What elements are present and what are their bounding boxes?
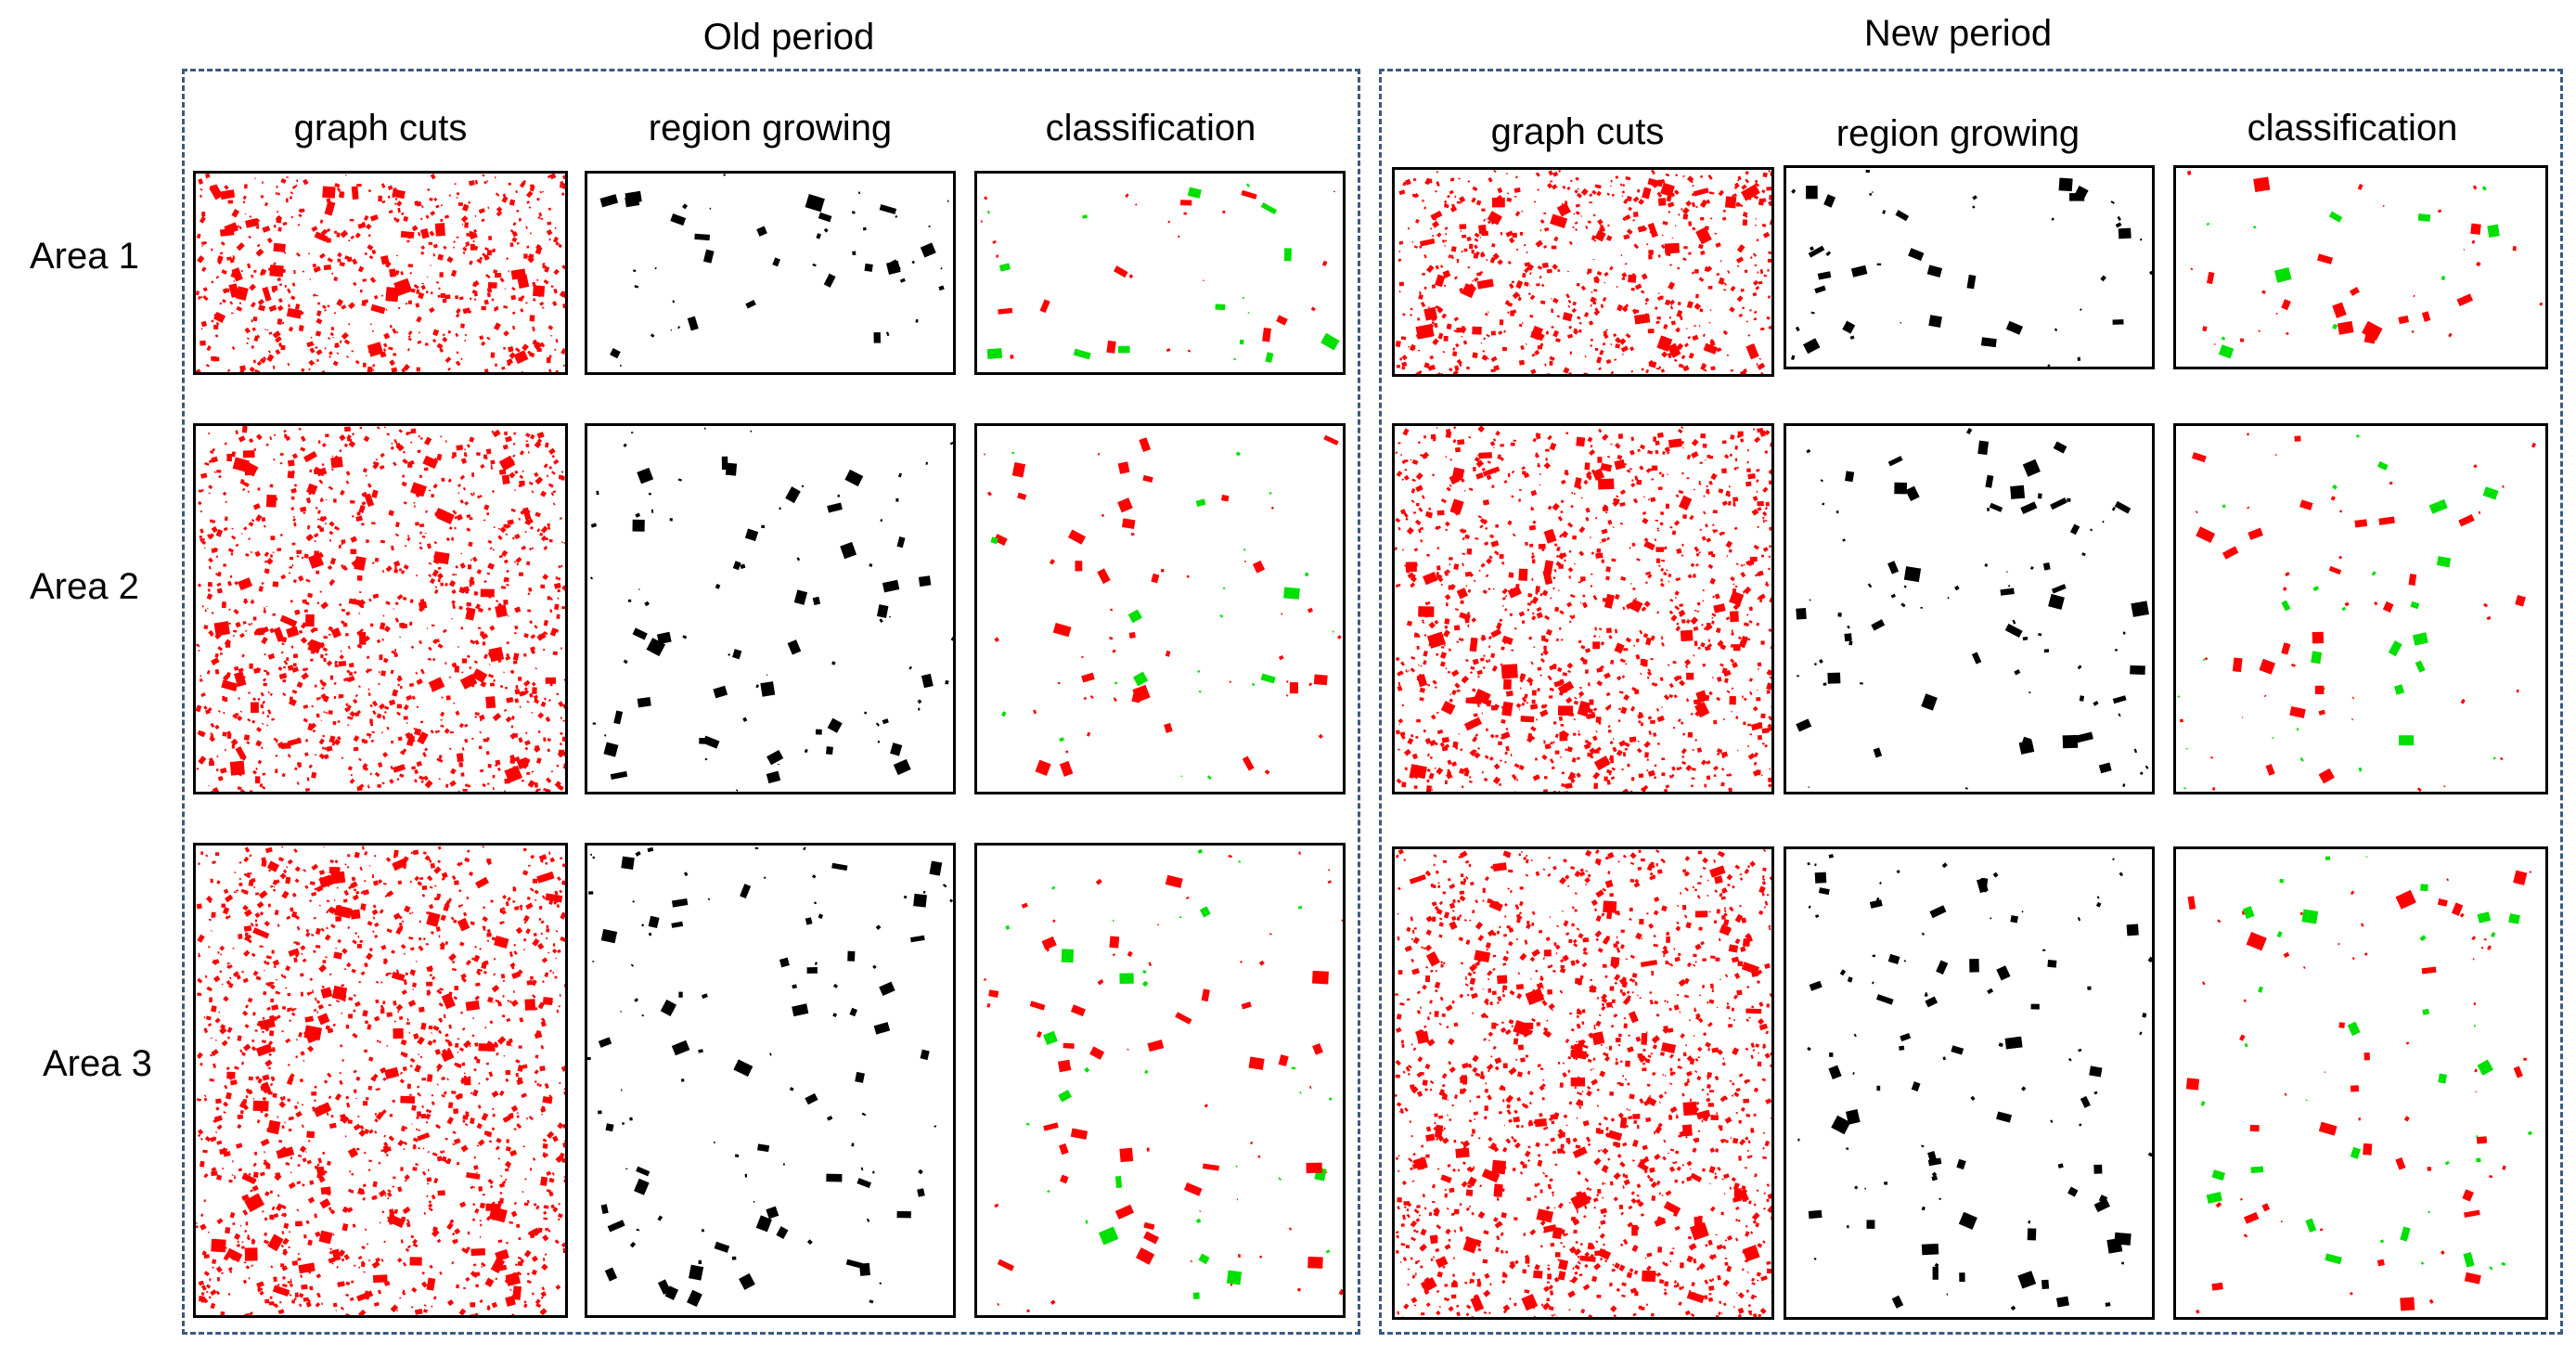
panel-area2-new-classification: [2173, 423, 2548, 794]
column-header-new-graph-cuts: graph cuts: [1490, 111, 1665, 152]
row-label-area-1: Area 1: [30, 236, 139, 277]
column-header-new-classification: classification: [2247, 108, 2458, 149]
column-header-old-graph-cuts: graph cuts: [293, 108, 468, 149]
panel-area3-old-classification: [974, 843, 1346, 1318]
segmentation-map: [1395, 170, 1771, 374]
segmentation-map: [1395, 849, 1771, 1317]
segmentation-map: [1791, 169, 2152, 367]
segmentation-map: [196, 846, 565, 1315]
new-period-title: New period: [1863, 13, 2053, 54]
panel-area1-old-graph-cuts: [193, 171, 568, 375]
column-header-new-region-growing: region growing: [1835, 113, 2080, 154]
segmentation-map: [2177, 433, 2537, 792]
column-header-old-classification: classification: [1045, 108, 1256, 149]
segmentation-map: [196, 174, 565, 372]
new-period-frame: [1379, 69, 2563, 1335]
segmentation-map: [589, 427, 953, 792]
row-label-area-3: Area 3: [43, 1043, 152, 1084]
segmentation-map: [1395, 426, 1771, 792]
old-period-frame: [182, 69, 1360, 1335]
panel-area3-old-graph-cuts: [193, 843, 568, 1318]
segmentation-map: [587, 846, 953, 1308]
segmentation-map: [2185, 855, 2533, 1314]
panel-area2-new-region-growing: [1784, 423, 2155, 794]
panel-area3-new-region-growing: [1784, 846, 2155, 1320]
panel-area2-new-graph-cuts: [1392, 423, 1774, 794]
segmentation-map: [1796, 428, 2149, 790]
segmentation-map: [599, 174, 949, 367]
panel-area1-old-classification: [974, 171, 1346, 375]
row-label-area-2: Area 2: [30, 566, 139, 607]
segmentation-map: [1797, 854, 2152, 1311]
panel-area2-old-graph-cuts: [193, 423, 568, 794]
panel-area1-new-region-growing: [1784, 165, 2155, 369]
panel-area3-new-graph-cuts: [1392, 846, 1774, 1320]
segmentation-map: [983, 434, 1342, 781]
segmentation-map: [2187, 170, 2544, 359]
segmentation-map: [983, 848, 1343, 1312]
old-period-title: Old period: [702, 17, 875, 58]
panel-area3-new-classification: [2173, 846, 2548, 1320]
panel-area1-new-classification: [2173, 165, 2548, 369]
segmentation-map: [196, 426, 565, 792]
panel-area2-old-region-growing: [585, 423, 956, 794]
column-header-old-region-growing: region growing: [648, 108, 893, 149]
panel-area1-new-graph-cuts: [1392, 167, 1774, 377]
segmentation-map: [980, 183, 1340, 363]
panel-area2-old-classification: [974, 423, 1346, 794]
panel-area3-old-region-growing: [585, 843, 956, 1318]
panel-area1-old-region-growing: [585, 171, 956, 375]
